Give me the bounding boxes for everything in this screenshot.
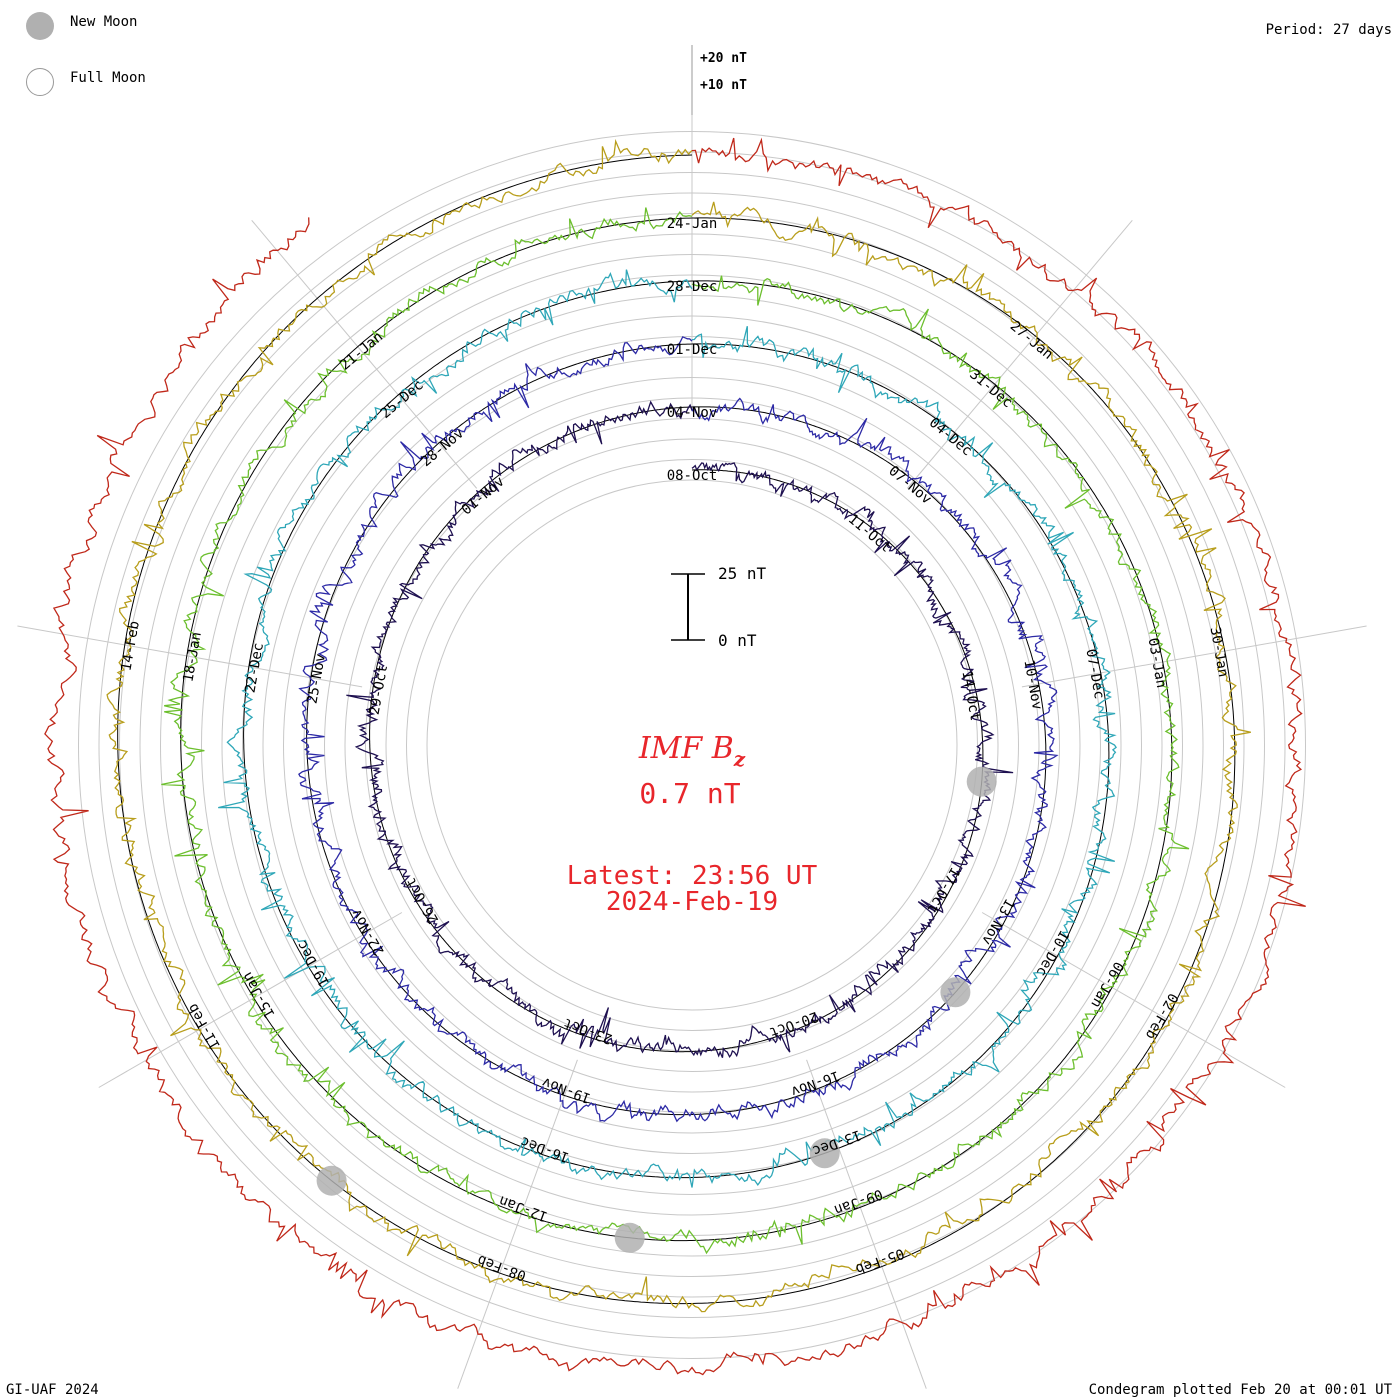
- date-label: 31-Dec: [966, 366, 1015, 411]
- date-label: 17-Oct: [924, 864, 963, 916]
- baseline-spiral: [180, 217, 1173, 1242]
- bz-trace-cycle-1: [298, 336, 1059, 1123]
- date-label: 23-Oct: [562, 1014, 615, 1046]
- latest-date: 2024-Feb-19: [606, 887, 778, 917]
- grid-radial-line: [806, 1059, 927, 1389]
- new-moon-marker: [940, 977, 971, 1008]
- date-label: 30-Jan: [1207, 626, 1232, 679]
- bz-trace-cycle-4: [106, 138, 1251, 1313]
- new-moon-marker: [316, 1165, 347, 1196]
- date-label: 12-Jan: [497, 1192, 550, 1224]
- date-label: 02-Feb: [1142, 990, 1181, 1042]
- moon-layer: [316, 766, 997, 1253]
- parameter-title: IMF Bz: [638, 731, 746, 771]
- period-label: Period: 27 days: [1265, 22, 1392, 38]
- grid-circle: [406, 459, 978, 1031]
- grid-radial-line: [1021, 625, 1367, 688]
- new-moon-icon: [26, 12, 54, 40]
- baseline-spiral: [243, 280, 1110, 1179]
- date-label: 22-Dec: [242, 642, 267, 695]
- legend-new-moon-label: New Moon: [70, 14, 138, 30]
- scale-bar-top-label: 25 nT: [718, 564, 767, 583]
- date-label: 01-Nov: [459, 474, 508, 519]
- full-moon-icon: [26, 68, 54, 96]
- footer-credit: GI-UAF 2024: [6, 1382, 99, 1398]
- legend-full-moon-label: Full Moon: [70, 70, 146, 86]
- date-label: 08-Oct: [667, 468, 718, 484]
- date-label: 25-Dec: [378, 377, 427, 422]
- date-label: 29-Oct: [367, 664, 392, 717]
- date-label: 04-Dec: [926, 415, 975, 460]
- date-label: 09-Jan: [832, 1185, 885, 1217]
- scale-bar-bottom-label: 0 nT: [718, 631, 757, 650]
- bz-trace-cycle-0: [346, 400, 1014, 1059]
- parameter-name: IMF B: [638, 731, 734, 766]
- footer-plotted: Condegram plotted Feb 20 at 00:01 UT: [1088, 1382, 1392, 1398]
- date-label: 14-Oct: [958, 670, 983, 723]
- new-moon-marker: [809, 1138, 840, 1169]
- grid-layer: [17, 45, 1367, 1389]
- date-label: 16-Nov: [789, 1067, 842, 1099]
- grid-radial-line: [981, 912, 1286, 1088]
- latest-time: Latest: 23:56 UT: [567, 861, 818, 891]
- bz-trace-cycle-2: [218, 269, 1117, 1188]
- date-label: 14-Feb: [118, 620, 143, 673]
- grid-radial-line: [457, 1059, 578, 1389]
- trace-layer: [44, 137, 1306, 1376]
- date-label: 15-Jan: [239, 969, 278, 1021]
- bz-trace-cycle-5: [44, 137, 1306, 1376]
- grid-radial-line: [17, 625, 363, 688]
- new-moon-marker: [966, 766, 997, 797]
- date-label: 04-Nov: [667, 405, 718, 421]
- current-value: 0.7 nT: [639, 777, 740, 810]
- date-label: 27-Jan: [1007, 318, 1056, 363]
- bz-trace-cycle-3: [161, 207, 1190, 1255]
- date-label: 18-Jan: [180, 631, 205, 684]
- date-label: 13-Nov: [978, 896, 1017, 948]
- grid-circle: [426, 479, 958, 1011]
- date-label: 26-Oct: [403, 875, 442, 927]
- scale-bar: 25 nT 0 nT: [671, 564, 767, 650]
- grid-radial-line: [906, 219, 1133, 489]
- grid-radial-line: [98, 912, 403, 1088]
- center-readout: IMF Bz 0.7 nT Latest: 23:56 UT 2024-Feb-…: [567, 731, 818, 917]
- grid-circle: [365, 418, 1019, 1072]
- ring-offset-label-10: +10 nT: [700, 78, 747, 93]
- date-label: 19-Dec: [294, 938, 333, 990]
- parameter-subscript: z: [733, 747, 746, 771]
- date-label: 10-Nov: [1020, 659, 1045, 712]
- date-label: 01-Dec: [667, 342, 718, 358]
- date-label: 22-Nov: [349, 906, 388, 958]
- date-label: 25-Nov: [304, 653, 329, 706]
- baseline-spiral: [306, 343, 1047, 1116]
- date-label: 07-Nov: [885, 463, 934, 508]
- ring-offset-label-20: +20 nT: [700, 51, 747, 66]
- date-label: 07-Dec: [1082, 648, 1107, 701]
- date-label: 24-Jan: [667, 216, 718, 232]
- date-label: 03-Jan: [1145, 637, 1170, 690]
- new-moon-marker: [614, 1222, 645, 1253]
- date-label: 19-Nov: [540, 1074, 593, 1106]
- date-label: 10-Dec: [1033, 927, 1072, 979]
- date-label: 28-Dec: [667, 279, 718, 295]
- date-label: 05-Feb: [853, 1245, 906, 1277]
